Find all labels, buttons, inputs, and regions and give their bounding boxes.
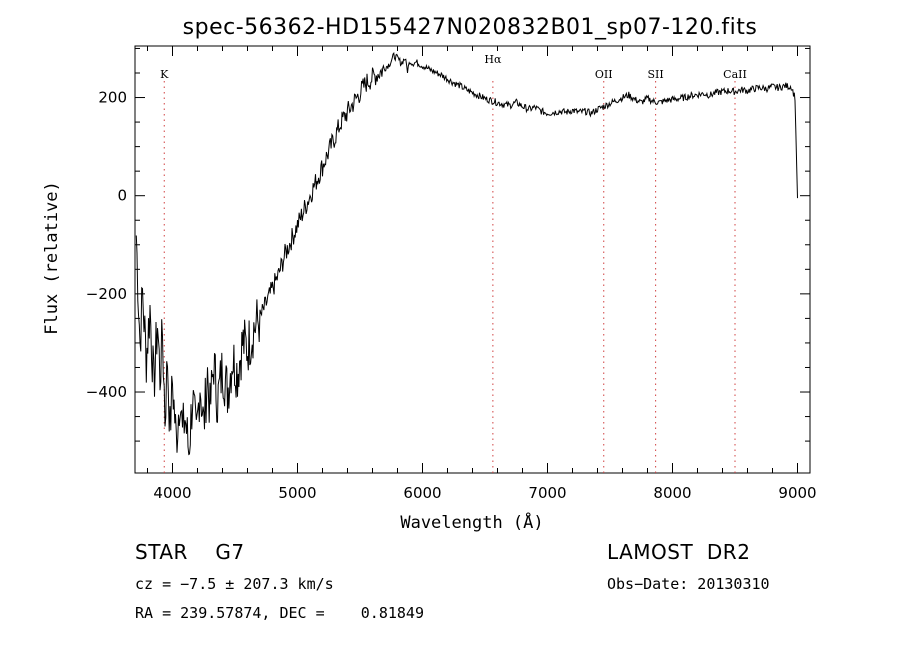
x-tick-label: 4000	[153, 484, 191, 502]
x-tick-label: 7000	[528, 484, 566, 502]
obs-date: Obs−Date: 20130310	[607, 575, 770, 593]
y-tick-label: 0	[117, 187, 127, 205]
coordinates: RA = 239.57874, DEC = 0.81849	[135, 604, 424, 622]
survey-name: LAMOST DR2	[607, 540, 751, 564]
x-tick-label: 9000	[778, 484, 816, 502]
x-tick-label: 5000	[278, 484, 316, 502]
annotation-label: SII	[648, 68, 664, 81]
object-class: STAR G7	[135, 540, 245, 564]
chart-title: spec-56362-HD155427N020832B01_sp07-120.f…	[183, 15, 758, 40]
x-tick-label: 6000	[403, 484, 441, 502]
y-axis-label: Flux (relative)	[42, 181, 62, 335]
annotation-label: Hα	[484, 53, 502, 66]
line-annotations: K Hα OII SII CaII	[160, 53, 747, 473]
plot-frame	[134, 45, 811, 474]
y-tick-label: −400	[86, 383, 127, 401]
spectrum-line	[135, 52, 798, 456]
redshift-text: cz = −7.5 ± 207.3 km/s	[135, 575, 334, 593]
annotation-label: OII	[595, 68, 613, 81]
annotation-label: K	[160, 68, 169, 81]
axis-ticks: 4000 5000 6000 7000 8000 9000 −400 −200 0 200	[86, 46, 817, 502]
x-axis-label: Wavelength (Å)	[400, 511, 543, 533]
y-tick-label: 200	[98, 89, 127, 107]
y-tick-label: −200	[86, 285, 127, 303]
annotation-label: CaII	[723, 68, 747, 81]
x-tick-label: 8000	[653, 484, 691, 502]
